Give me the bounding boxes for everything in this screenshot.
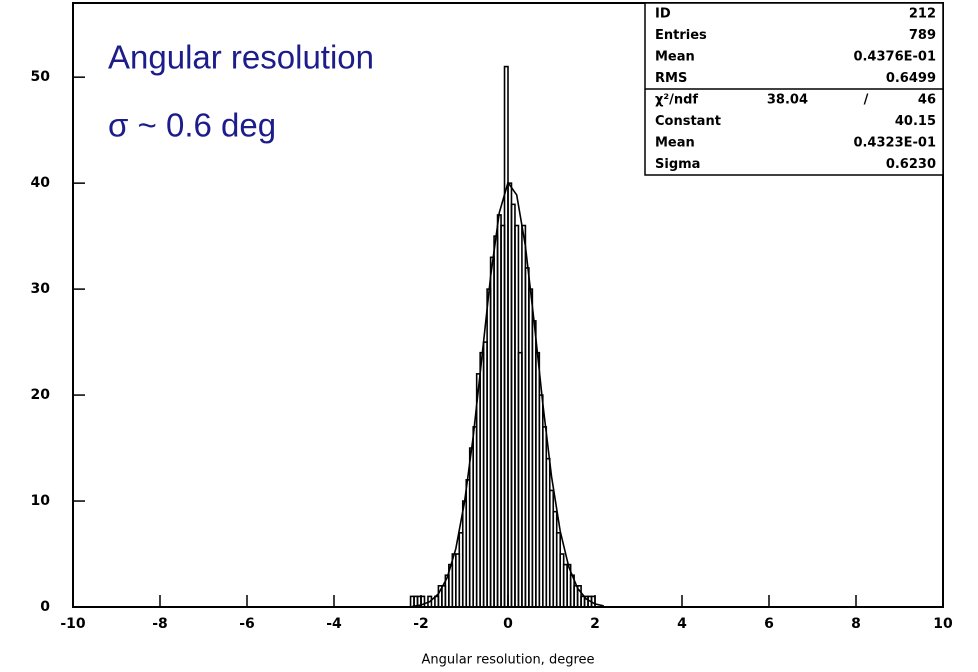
x-tick-label: 0: [503, 616, 513, 632]
x-tick-label: 4: [677, 616, 687, 632]
stats-label: Mean: [655, 50, 695, 65]
y-tick-label: 40: [31, 175, 51, 191]
x-axis-label: Angular resolution, degree: [421, 653, 594, 668]
fit-stats-value: 40.15: [895, 114, 936, 129]
annotation: Angular resolution: [108, 39, 374, 76]
y-tick-label: 10: [31, 493, 51, 509]
fit-stats-label: χ²/ndf: [655, 93, 698, 108]
histogram-bin: [420, 595, 426, 608]
x-tick-label: -8: [152, 616, 168, 632]
x-tick-label: 8: [851, 616, 861, 632]
x-tick-label: -4: [326, 616, 342, 632]
x-tick-label: 6: [764, 616, 774, 632]
fit-stats-label: Constant: [655, 114, 721, 129]
fit-stats-value: 38.04: [767, 93, 808, 108]
y-tick-label: 20: [31, 387, 51, 403]
stats-label: RMS: [655, 71, 687, 86]
stats-value: 0.4376E-01: [853, 50, 936, 65]
fit-stats-label: Mean: [655, 136, 695, 151]
fit-stats-label: Sigma: [655, 157, 700, 172]
stats-value: 212: [909, 7, 936, 22]
y-tick-label: 30: [31, 281, 51, 297]
annotation: σ ~ 0.6 deg: [108, 107, 276, 144]
x-tick-label: -2: [413, 616, 429, 632]
x-tick-label: -10: [60, 616, 86, 632]
fit-stats-value: /: [864, 93, 869, 108]
stats-value: 0.6499: [886, 71, 936, 86]
fit-stats-value: 0.6230: [886, 157, 936, 172]
stats-label: ID: [655, 7, 671, 22]
stats-label: Entries: [655, 28, 707, 43]
x-tick-label: -6: [239, 616, 255, 632]
x-tick-label: 2: [590, 616, 600, 632]
fit-stats-value: 46: [918, 93, 936, 108]
x-tick-label: 10: [933, 616, 953, 632]
stats-value: 789: [909, 28, 936, 43]
fit-curve: [412, 180, 604, 608]
y-tick-label: 50: [31, 69, 51, 85]
y-tick-label: 0: [40, 599, 50, 615]
fit-stats-value: 0.4323E-01: [853, 136, 936, 151]
